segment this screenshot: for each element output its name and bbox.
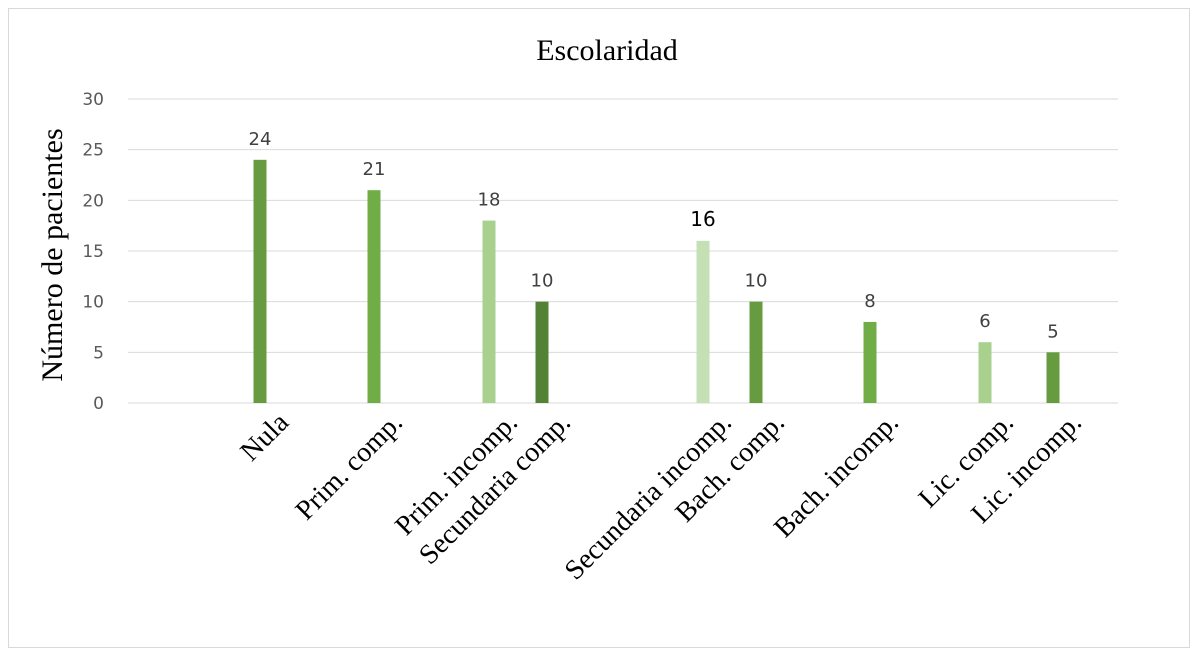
bar: [367, 190, 381, 403]
y-tick-label: 10: [82, 293, 104, 313]
bar: [978, 342, 992, 403]
y-tick-label: 5: [93, 343, 104, 363]
data-label: 5: [1047, 321, 1058, 342]
category-label: Prim. comp.: [290, 407, 409, 526]
bar: [535, 301, 549, 403]
y-tick-labels: 0 5 10 15 20 25 30: [82, 90, 104, 414]
y-tick-label: 30: [82, 90, 104, 110]
y-tick-label: 20: [82, 191, 104, 211]
data-label: 16: [690, 207, 715, 231]
data-label: 21: [363, 159, 386, 180]
category-label: Nula: [235, 407, 296, 468]
y-tick-label: 25: [82, 141, 104, 161]
bar: [696, 240, 710, 403]
y-tick-label: 15: [82, 242, 104, 262]
data-labels: 24 21 18 10 16 10 8 6 5: [249, 129, 1059, 343]
data-label: 10: [745, 271, 768, 292]
y-tick-label: 0: [93, 394, 104, 414]
chart-title: Escolaridad: [536, 34, 678, 67]
bar: [253, 159, 267, 403]
bar: [482, 220, 496, 403]
data-label: 8: [864, 291, 875, 312]
data-label: 10: [531, 271, 554, 292]
bar-chart: Escolaridad Número de pacientes 0 5 10 15 20…: [36, 34, 1118, 587]
data-label: 18: [478, 190, 501, 211]
gridlines: [128, 98, 1118, 404]
data-label: 24: [249, 129, 272, 150]
bar: [863, 321, 877, 403]
y-axis-label: Número de pacientes: [36, 128, 69, 381]
bar: [749, 301, 763, 403]
bars: [253, 159, 1060, 403]
chart-frame: [8, 8, 1190, 648]
data-label: 6: [979, 311, 990, 332]
bar: [1046, 352, 1060, 403]
